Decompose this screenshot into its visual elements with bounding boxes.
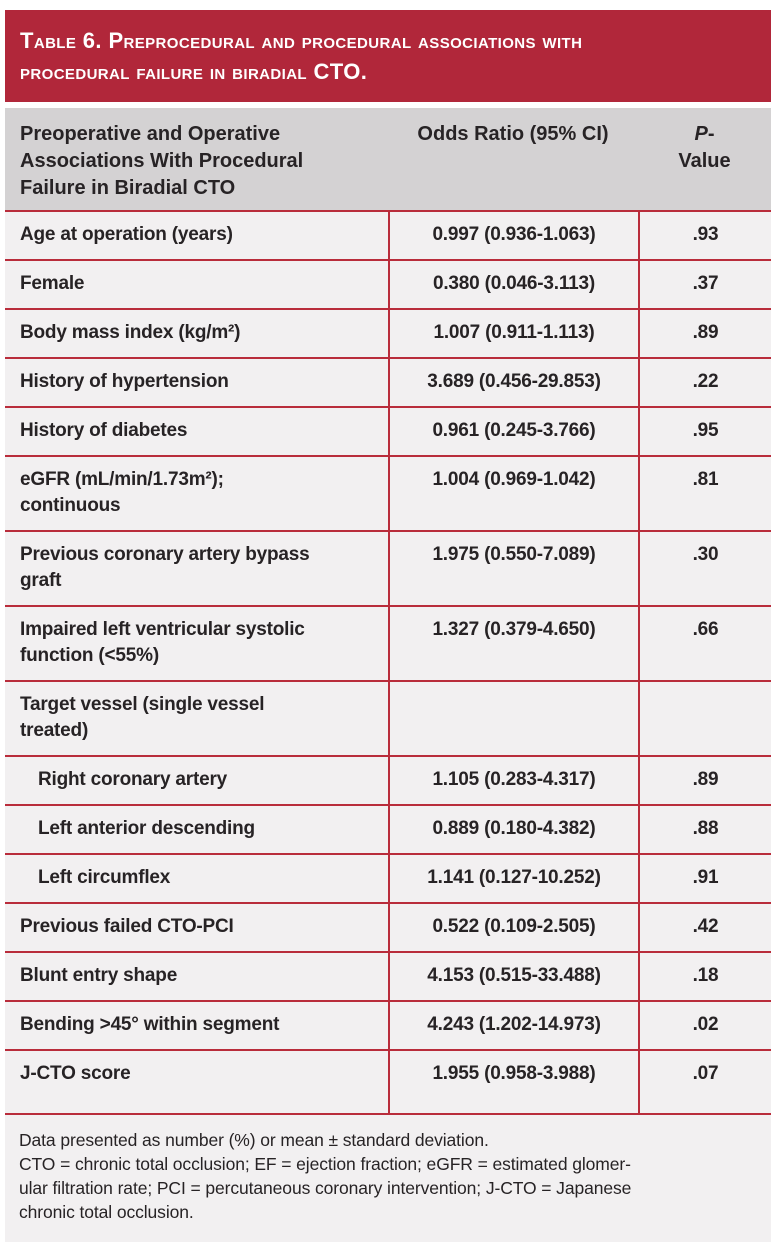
row-p-value: .81 [638, 457, 771, 530]
row-odds-ratio: 1.007 (0.911-1.113) [388, 310, 638, 357]
footnote-data-presented: Data presented as number (%) or mean ± s… [19, 1130, 489, 1150]
row-label: History of hypertension [20, 371, 229, 392]
table-row: Impaired left ventricular systolic funct… [5, 605, 771, 680]
row-p-value: .89 [638, 757, 771, 804]
column-header-associations: Preoperative and Operative Associations … [20, 123, 304, 199]
row-label: Female [20, 273, 85, 294]
row-odds-ratio: 1.327 (0.379-4.650) [388, 607, 638, 680]
row-p-value: .22 [638, 359, 771, 406]
row-label: Blunt entry shape [20, 965, 178, 986]
row-p-value: .30 [638, 532, 771, 605]
row-odds-ratio: 4.153 (0.515-33.488) [388, 953, 638, 1000]
table-row: Previous coronary artery bypass graft 1.… [5, 530, 771, 605]
table-footnotes: Data presented as number (%) or mean ± s… [5, 1115, 771, 1242]
row-p-value: .07 [638, 1051, 771, 1113]
table-row: J-CTO score 1.955 (0.958-3.988) .07 [5, 1049, 771, 1113]
table-row: Female 0.380 (0.046-3.113) .37 [5, 259, 771, 308]
row-odds-ratio: 0.522 (0.109-2.505) [388, 904, 638, 951]
row-odds-ratio: 1.004 (0.969-1.042) [388, 457, 638, 530]
row-p-value: .42 [638, 904, 771, 951]
table-row: Left anterior descending 0.889 (0.180-4.… [5, 804, 771, 853]
row-p-value: .37 [638, 261, 771, 308]
row-odds-ratio: 1.141 (0.127-10.252) [388, 855, 638, 902]
row-odds-ratio: 1.955 (0.958-3.988) [388, 1051, 638, 1113]
row-p-value: .66 [638, 607, 771, 680]
table-body: Age at operation (years) 0.997 (0.936-1.… [5, 210, 771, 1115]
row-label: Body mass index (kg/m²) [20, 322, 241, 343]
table-row: Body mass index (kg/m²) 1.007 (0.911-1.1… [5, 308, 771, 357]
table-row: Blunt entry shape 4.153 (0.515-33.488) .… [5, 951, 771, 1000]
row-p-value: .93 [638, 212, 771, 259]
row-label: Right coronary artery [38, 769, 228, 790]
row-label: Left anterior descending [38, 818, 255, 839]
row-label: eGFR (mL/min/1.73m²); continuous [20, 469, 224, 516]
row-p-value: .89 [638, 310, 771, 357]
table-row: Age at operation (years) 0.997 (0.936-1.… [5, 210, 771, 259]
row-odds-ratio: 0.997 (0.936-1.063) [388, 212, 638, 259]
row-label: Target vessel (single vessel treated) [20, 694, 265, 741]
table-row: Right coronary artery 1.105 (0.283-4.317… [5, 755, 771, 804]
row-label: J-CTO score [20, 1063, 131, 1084]
table-row: History of diabetes 0.961 (0.245-3.766) … [5, 406, 771, 455]
p-value-header-line2: Value [678, 150, 731, 172]
row-label: Previous failed CTO-PCI [20, 916, 234, 937]
table-title: Table 6. Preprocedural and procedural as… [20, 28, 583, 84]
column-header-p-value: P- Value [638, 121, 771, 202]
row-label: Left circumflex [38, 867, 171, 888]
row-odds-ratio [388, 682, 638, 755]
table-title-banner: Table 6. Preprocedural and procedural as… [5, 10, 771, 102]
footnote-abbreviations: CTO = chronic total occlusion; EF = ejec… [19, 1154, 632, 1222]
row-odds-ratio: 1.105 (0.283-4.317) [388, 757, 638, 804]
table-row: Left circumflex 1.141 (0.127-10.252) .91 [5, 853, 771, 902]
row-odds-ratio: 0.380 (0.046-3.113) [388, 261, 638, 308]
table-row: Target vessel (single vessel treated) [5, 680, 771, 755]
table-row: Previous failed CTO-PCI 0.522 (0.109-2.5… [5, 902, 771, 951]
row-label: Bending >45° within segment [20, 1014, 280, 1035]
row-odds-ratio: 0.889 (0.180-4.382) [388, 806, 638, 853]
table-row: eGFR (mL/min/1.73m²); continuous 1.004 (… [5, 455, 771, 530]
row-odds-ratio: 3.689 (0.456-29.853) [388, 359, 638, 406]
row-p-value: .88 [638, 806, 771, 853]
column-header-odds-ratio: Odds Ratio (95% CI) [417, 123, 609, 145]
row-p-value: .95 [638, 408, 771, 455]
row-p-value: .02 [638, 1002, 771, 1049]
row-odds-ratio: 1.975 (0.550-7.089) [388, 532, 638, 605]
row-p-value: .18 [638, 953, 771, 1000]
row-label: Age at operation (years) [20, 224, 233, 245]
table-row: History of hypertension 3.689 (0.456-29.… [5, 357, 771, 406]
row-odds-ratio: 0.961 (0.245-3.766) [388, 408, 638, 455]
row-label: Previous coronary artery bypass graft [20, 544, 310, 591]
row-label: Impaired left ventricular systolic funct… [20, 619, 305, 666]
p-value-header-line1: P- [694, 123, 715, 145]
row-p-value [638, 682, 771, 755]
row-p-value: .91 [638, 855, 771, 902]
row-label: History of diabetes [20, 420, 188, 441]
row-odds-ratio: 4.243 (1.202-14.973) [388, 1002, 638, 1049]
table-header-row: Preoperative and Operative Associations … [5, 108, 771, 210]
table-row: Bending >45° within segment 4.243 (1.202… [5, 1000, 771, 1049]
